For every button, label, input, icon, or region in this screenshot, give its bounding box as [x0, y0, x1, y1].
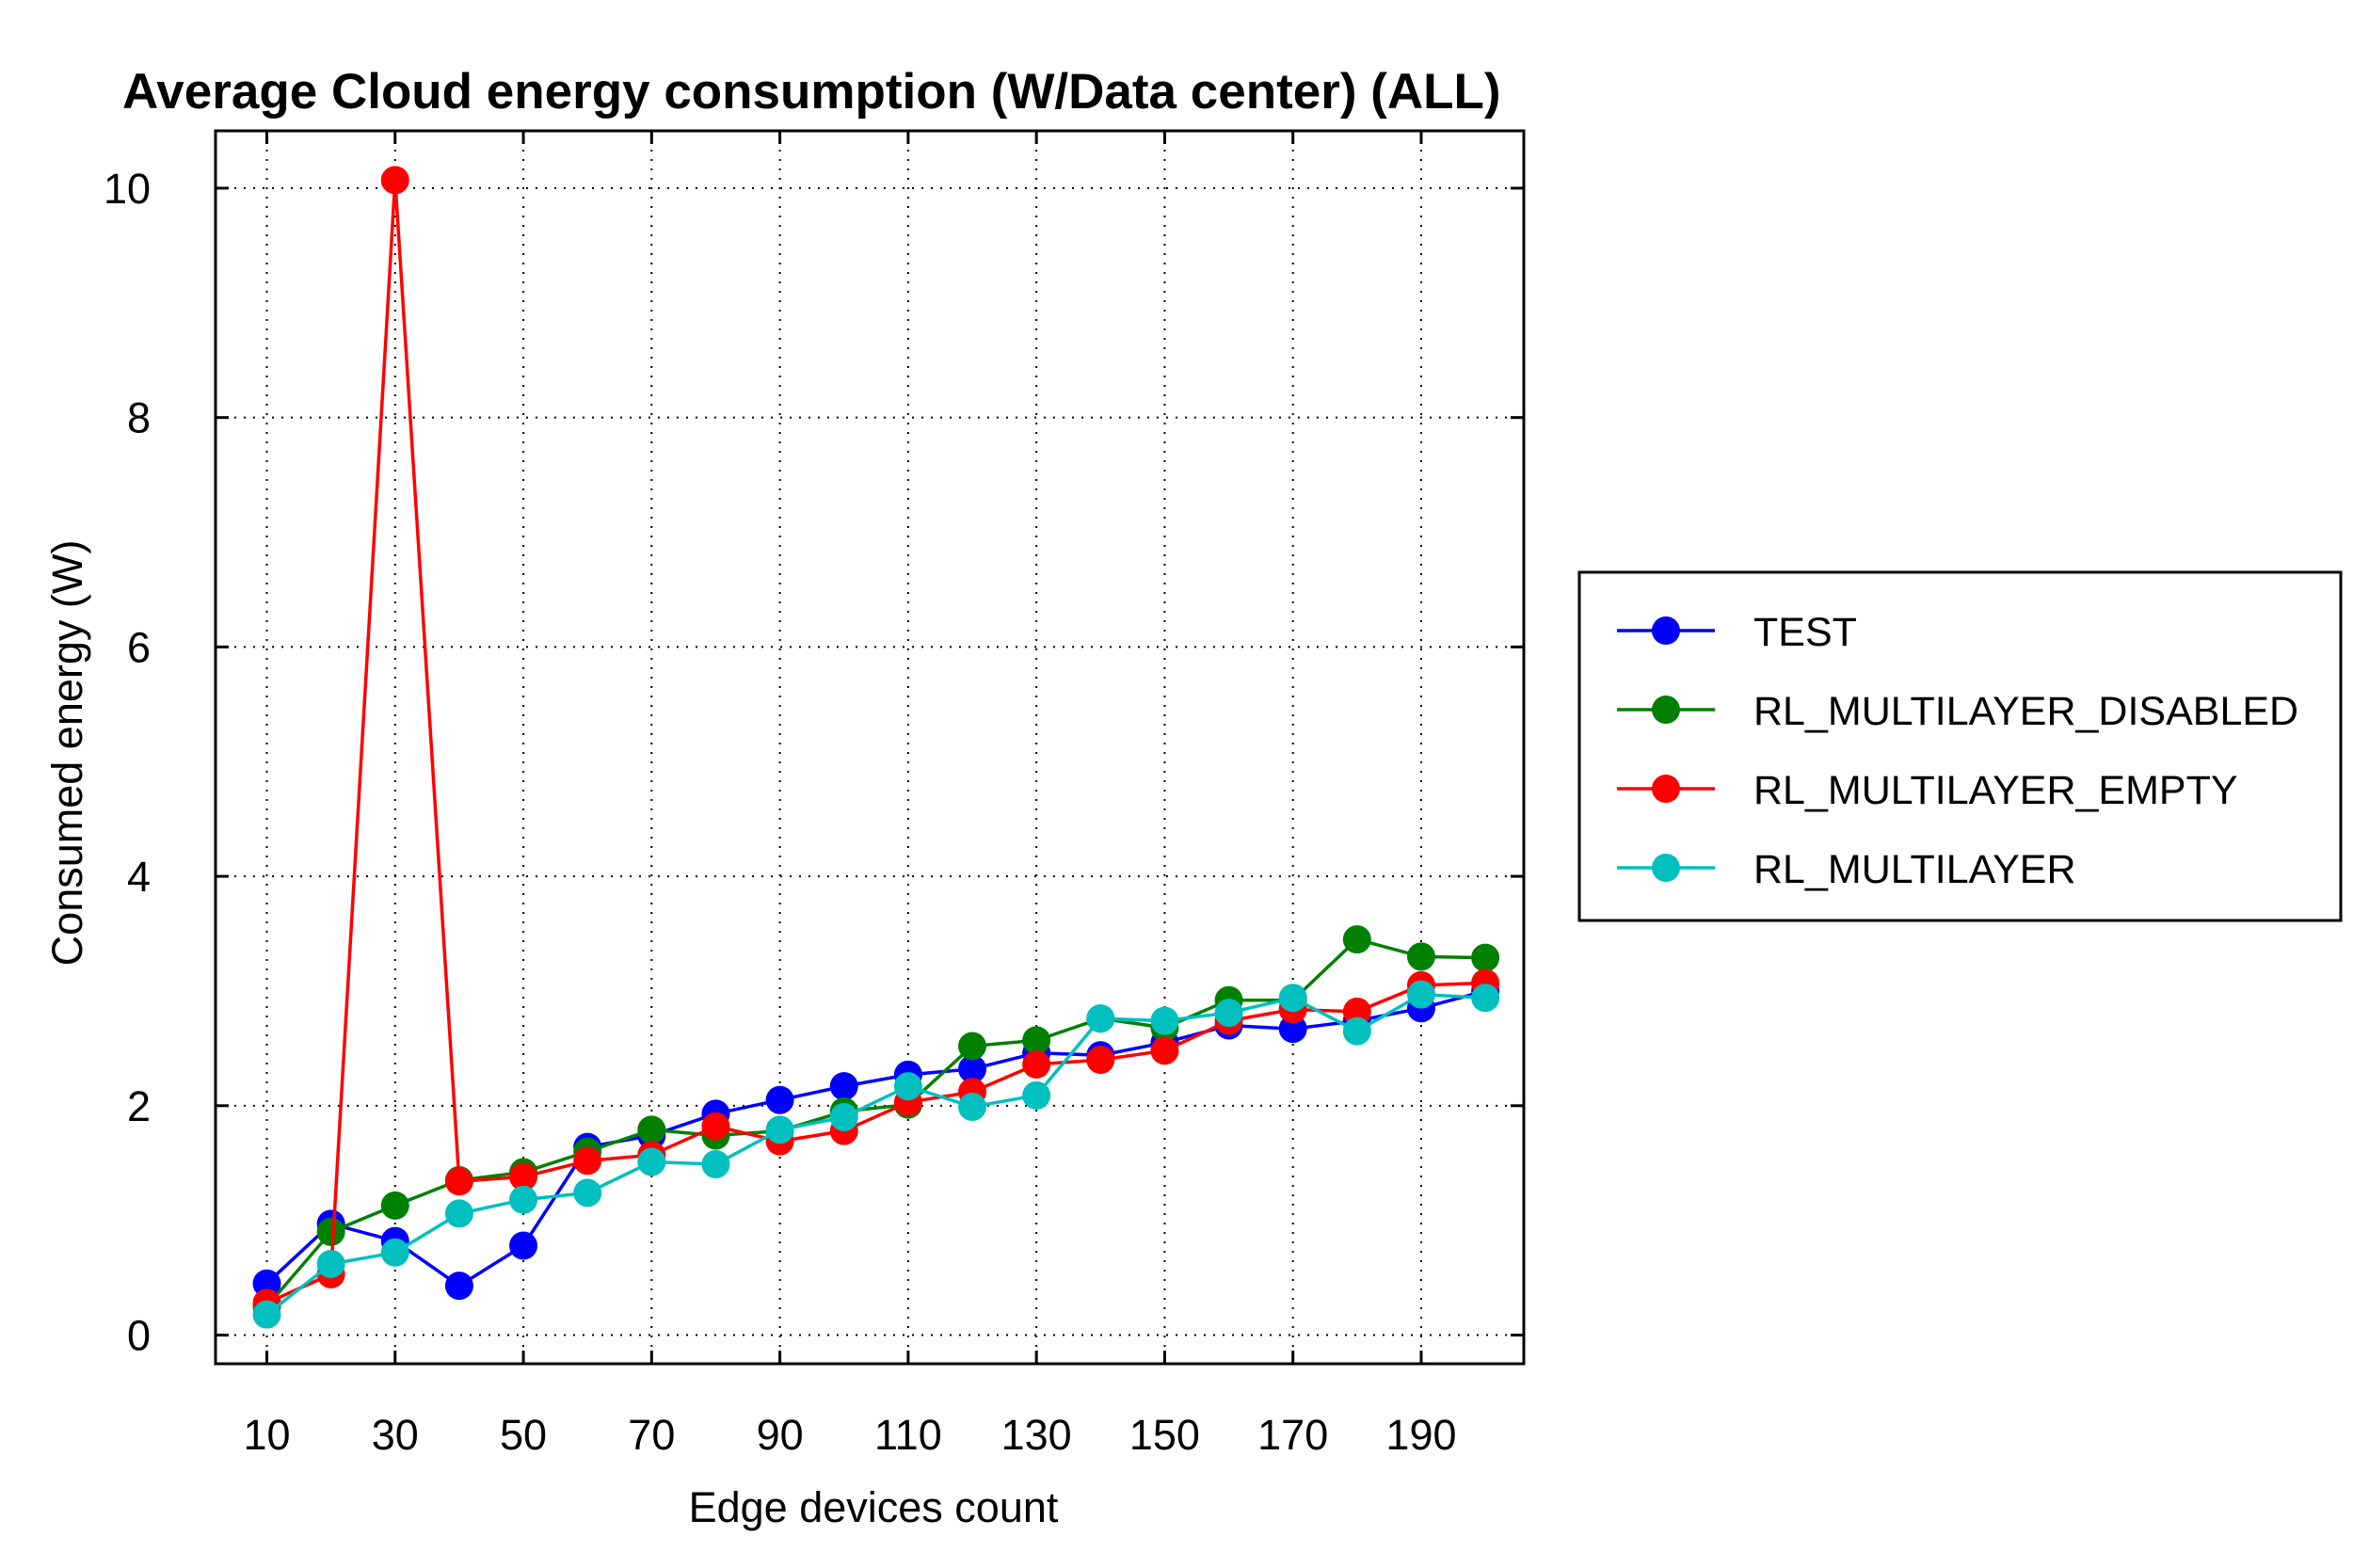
- x-tick-label: 10: [243, 1411, 290, 1459]
- legend-item: RL_MULTILAYER_EMPTY: [1617, 768, 2238, 813]
- x-tick-label: 110: [874, 1411, 942, 1459]
- data-point: [1086, 1046, 1115, 1075]
- data-point: [1406, 980, 1435, 1009]
- data-point: [1342, 1016, 1371, 1046]
- y-tick-label: 6: [127, 623, 151, 671]
- x-tick-label: 90: [757, 1411, 804, 1459]
- x-tick-label: 170: [1257, 1411, 1328, 1459]
- data-point: [444, 1199, 473, 1228]
- y-tick-label: 0: [127, 1312, 151, 1360]
- x-tick-label: 130: [1001, 1411, 1072, 1459]
- x-tick-label: 190: [1385, 1411, 1456, 1459]
- data-point: [1150, 1036, 1179, 1065]
- data-point: [573, 1178, 602, 1208]
- data-point: [316, 1217, 345, 1246]
- legend: TEST RL_MULTILAYER_DISABLED RL_MULTILAYER_…: [1577, 570, 2343, 922]
- legend-marker: [1652, 616, 1680, 645]
- data-point: [252, 1269, 281, 1298]
- x-tick-label: 30: [372, 1411, 419, 1459]
- x-axis-label: Edge devices count: [689, 1483, 1059, 1531]
- data-point: [829, 1103, 858, 1131]
- data-point: [1342, 925, 1371, 954]
- y-tick-label: 4: [127, 853, 151, 901]
- legend-item: RL_MULTILAYER_DISABLED: [1617, 689, 2298, 734]
- data-point: [1150, 1006, 1179, 1035]
- data-point: [380, 166, 409, 195]
- series-1: [252, 925, 1500, 1321]
- data-point: [1471, 984, 1500, 1013]
- x-tick-label: 150: [1129, 1411, 1200, 1459]
- legend-label: RL_MULTILAYER_DISABLED: [1753, 689, 2298, 734]
- data-point: [1086, 1004, 1115, 1033]
- legend-label: RL_MULTILAYER: [1753, 847, 2076, 892]
- data-point: [958, 1032, 987, 1061]
- x-tick-label: 70: [628, 1411, 675, 1459]
- axes: 10 30 50 70 90 110 130 150 170 190 0 2 4 6 8 10: [104, 129, 1526, 1459]
- y-tick-label: 2: [127, 1082, 151, 1130]
- y-tick-label: 8: [127, 394, 151, 442]
- series-line: [265, 180, 1486, 1304]
- data-point: [1406, 942, 1435, 971]
- data-point: [252, 1300, 281, 1329]
- data-point: [380, 1238, 409, 1267]
- data-point: [380, 1191, 409, 1220]
- data-point: [765, 1115, 794, 1144]
- x-tick-label: 50: [500, 1411, 547, 1459]
- y-tick-label: 10: [104, 165, 151, 213]
- data-point: [958, 1054, 987, 1083]
- data-point: [829, 1072, 858, 1101]
- series-2: [252, 166, 1500, 1318]
- data-point: [958, 1093, 987, 1122]
- chart-title: Average Cloud energy consumption (W/Data…: [122, 64, 1501, 120]
- data-point: [765, 1085, 794, 1114]
- data-point: [1342, 997, 1371, 1026]
- data-point: [637, 1147, 666, 1176]
- data-point: [509, 1185, 538, 1214]
- data-point: [701, 1112, 730, 1141]
- grid-lines: [216, 131, 1524, 1364]
- data-point: [893, 1072, 922, 1101]
- legend-label: TEST: [1753, 610, 1857, 655]
- data-point: [1278, 984, 1307, 1013]
- data-point: [316, 1249, 345, 1278]
- series-layer: [252, 166, 1500, 1329]
- legend-item: TEST: [1617, 610, 1857, 655]
- data-point: [1022, 1026, 1051, 1055]
- data-point: [1278, 1015, 1307, 1044]
- y-axis-label: Consumed energy (W): [43, 540, 91, 967]
- data-point: [1022, 1080, 1051, 1110]
- data-point: [1471, 943, 1500, 972]
- legend-marker: [1652, 696, 1680, 724]
- data-point: [509, 1231, 538, 1260]
- legend-label: RL_MULTILAYER_EMPTY: [1753, 768, 2238, 813]
- data-point: [701, 1149, 730, 1178]
- legend-marker: [1652, 775, 1680, 803]
- data-point: [509, 1162, 538, 1192]
- legend-marker: [1652, 854, 1680, 882]
- data-point: [1214, 999, 1243, 1028]
- series-0: [252, 976, 1500, 1301]
- plot-frame: [214, 129, 1526, 1366]
- data-point: [444, 1167, 473, 1196]
- legend-item: RL_MULTILAYER: [1617, 847, 2076, 892]
- data-point: [1022, 1049, 1051, 1079]
- data-point: [573, 1146, 602, 1176]
- data-point: [637, 1115, 666, 1144]
- data-point: [444, 1272, 473, 1301]
- series-3: [252, 980, 1500, 1329]
